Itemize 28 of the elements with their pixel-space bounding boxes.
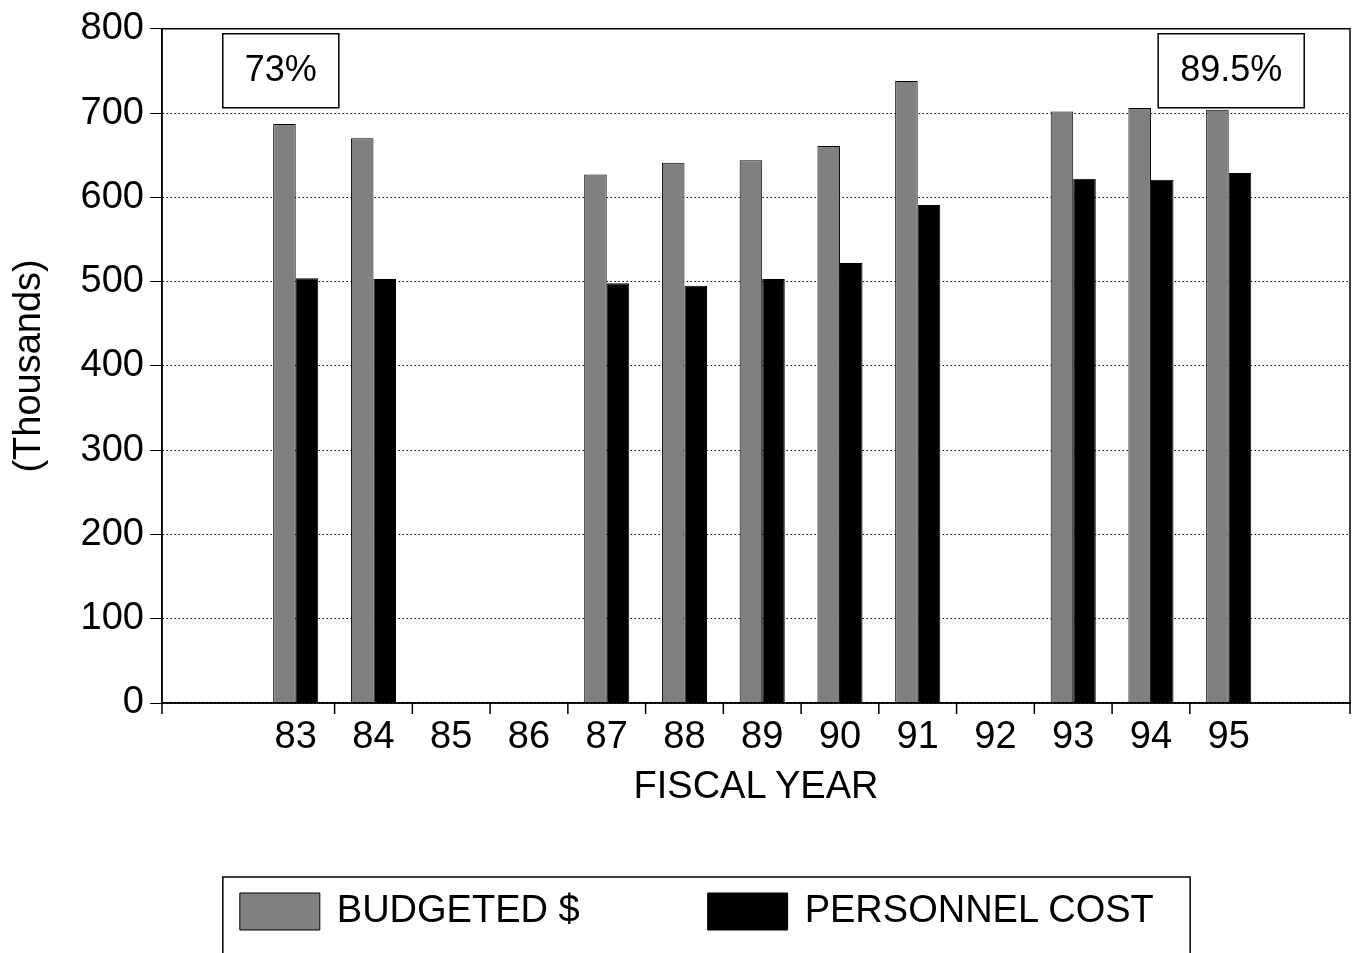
legend-label: PERSONNEL COST [804,887,1154,930]
y-tick-label: 200 [80,510,144,553]
x-tick-label: 86 [507,714,551,757]
y-axis-title: (Thousands) [6,259,49,473]
x-tick-label: 95 [1207,714,1250,757]
y-tick-label: 800 [80,5,144,48]
annotation: 73% [244,47,317,89]
x-tick-label: 85 [430,714,473,757]
y-tick-label: 300 [80,426,144,469]
x-tick-label: 87 [585,714,628,757]
x-tick-label: 90 [818,714,862,757]
y-tick-label: 700 [80,89,144,132]
x-tick-label: 94 [1129,714,1173,757]
x-tick-label: 92 [974,714,1017,757]
x-tick-label: 89 [741,714,784,757]
legend-label: BUDGETED $ [336,887,580,930]
y-tick-label: 400 [80,342,144,385]
x-tick-label: 93 [1052,714,1095,757]
y-tick-label: 0 [122,679,144,722]
annotation: 89.5% [1180,47,1283,89]
x-tick-label: 84 [352,714,395,757]
y-tick-label: 600 [80,173,144,216]
y-tick-label: 100 [80,595,144,638]
x-tick-label: 91 [896,714,939,757]
x-tick-label: 83 [274,714,317,757]
x-tick-label: 88 [663,714,706,757]
y-tick-label: 500 [80,258,144,301]
x-axis-title: FISCAL YEAR [633,763,879,806]
